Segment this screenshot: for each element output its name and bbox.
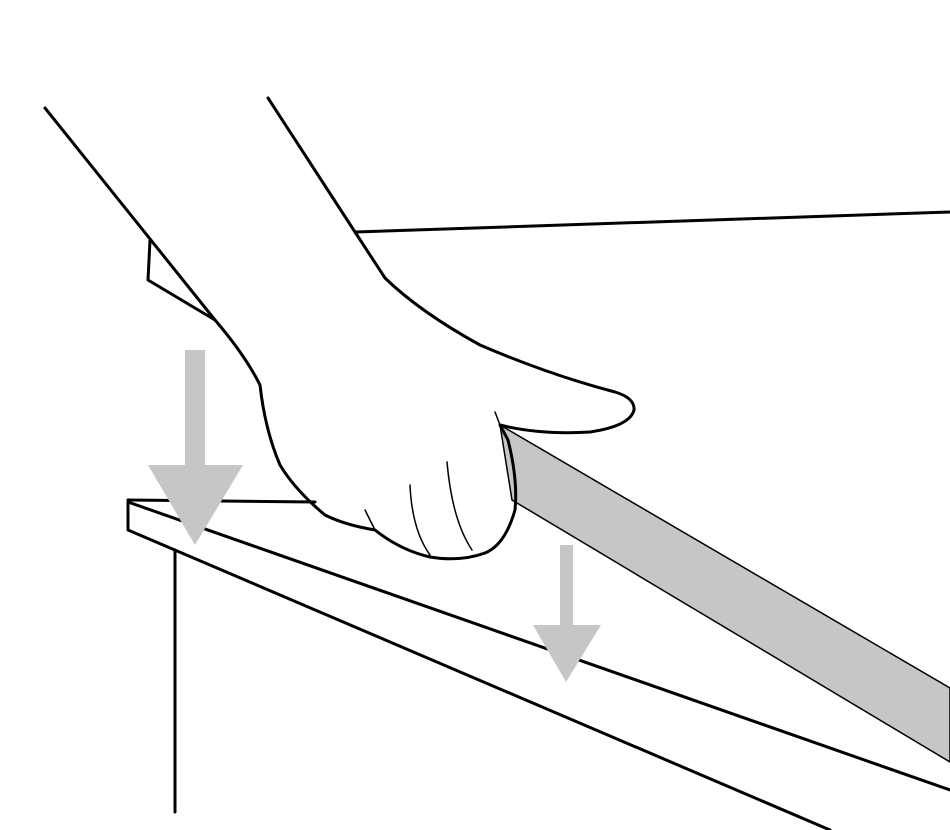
hand-finger-line [494,411,501,426]
board-top-edge [126,498,317,504]
upper-panel-edge [353,210,950,234]
edge-strip [499,423,950,763]
hand-finger-line [446,461,473,551]
hand-finger-line [364,509,376,531]
board-front-bottom-edge [126,500,832,830]
arrow-down-icon [148,350,243,545]
hand-finger-line [409,484,431,556]
arrow-down-icon [533,545,601,682]
board-front-top-edge [126,500,950,792]
upper-panel-side [146,238,217,322]
hand [43,96,636,561]
